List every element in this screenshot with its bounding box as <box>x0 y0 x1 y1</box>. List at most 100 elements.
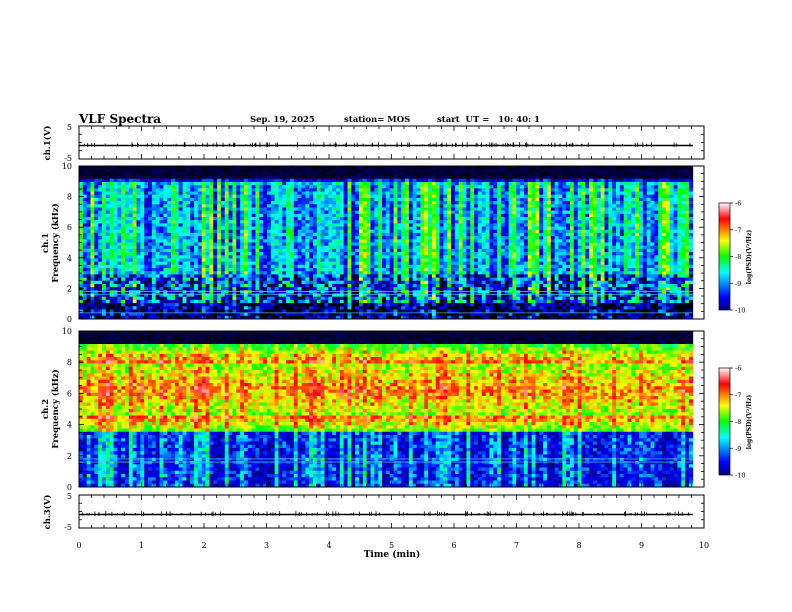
spectrogram-cell <box>178 223 183 227</box>
spectrogram-cell <box>278 204 283 208</box>
spectrogram-cell <box>393 299 398 304</box>
spectrogram-cell <box>293 239 299 243</box>
spectrogram-cell <box>355 315 360 320</box>
spectrogram-cell <box>420 213 425 218</box>
spectrogram-cell <box>343 239 348 243</box>
spectrogram-cell <box>155 315 160 320</box>
spectrogram-cell <box>301 188 306 192</box>
spectrogram-cell <box>159 299 164 304</box>
spectrogram-cell <box>408 280 414 285</box>
spectrogram-cell <box>232 188 237 192</box>
spectrogram-cell <box>374 277 379 282</box>
spectrogram-cell <box>251 264 256 269</box>
spectrogram-cell <box>385 166 391 170</box>
spectrogram-cell <box>194 271 199 275</box>
spectrogram-cell <box>366 220 371 224</box>
spectrogram-cell <box>228 232 233 237</box>
spectrogram-cell <box>247 207 253 212</box>
spectrogram-cell <box>393 213 398 218</box>
spectrogram-cell <box>213 223 218 227</box>
spectrogram-cell <box>224 242 230 247</box>
spectrogram-cell <box>374 239 379 243</box>
spectrogram-cell <box>408 201 414 205</box>
spectrogram-cell <box>159 220 164 224</box>
spectrogram-cell <box>86 264 91 269</box>
spectrogram-cell <box>186 277 191 282</box>
spectrogram-cell <box>324 207 329 212</box>
spectrogram-cell <box>393 178 398 183</box>
spectrogram-cell <box>301 236 306 240</box>
spectrogram-cell <box>86 271 91 275</box>
spectrogram-cell <box>194 312 199 317</box>
spectrogram-cell <box>328 252 333 256</box>
spectrogram-cell <box>209 178 214 183</box>
spectrogram-cell <box>336 172 341 176</box>
spectrogram-cell <box>213 213 218 218</box>
spectrogram-cell <box>328 290 333 294</box>
spectrogram-cell <box>339 188 345 192</box>
spectrogram-cell <box>240 188 245 192</box>
spectrogram-cell <box>266 306 272 310</box>
spectrogram-cell <box>370 261 375 266</box>
spectrogram-cell <box>370 239 375 243</box>
spectrogram-cell <box>167 309 172 314</box>
spectrogram-cell <box>416 293 421 298</box>
spectrogram-cell <box>136 271 141 275</box>
spectrogram-cell <box>328 299 333 304</box>
spectrogram-cell <box>224 191 230 196</box>
spectrogram-cell <box>194 268 199 272</box>
spectrogram-cell <box>105 261 111 266</box>
spectrogram-cell <box>301 194 306 199</box>
spectrogram-cell <box>125 178 130 183</box>
spectrogram-cell <box>416 309 421 314</box>
spectrogram-cell <box>121 178 126 183</box>
spectrogram-cell <box>266 232 272 237</box>
spectrogram-cell <box>454 181 460 186</box>
spectrogram-cell <box>109 280 114 285</box>
spectrogram-cell <box>132 242 137 247</box>
spectrogram-cell <box>117 271 122 275</box>
spectrogram-cell <box>113 287 118 291</box>
spectrogram-cell <box>374 312 379 317</box>
spectrogram-cell <box>274 207 279 212</box>
spectrogram-cell <box>431 296 437 301</box>
spectrogram-cell <box>228 207 233 212</box>
spectrogram-cell <box>289 242 295 247</box>
spectrogram-cell <box>228 306 233 310</box>
spectrogram-cell <box>113 280 118 285</box>
spectrogram-cell <box>297 315 302 320</box>
spectrogram-cell <box>90 309 95 314</box>
spectrogram-cell <box>247 271 253 275</box>
spectrogram-cell <box>105 172 111 176</box>
spectrogram-cell <box>98 312 103 317</box>
spectrogram-cell <box>378 226 383 231</box>
spectrogram-cell <box>240 264 245 269</box>
spectrogram-cell <box>393 194 398 199</box>
spectrogram-cell <box>451 290 456 294</box>
spectrogram-cell <box>205 239 210 243</box>
spectrogram-cell <box>274 299 279 304</box>
spectrogram-cell <box>382 315 387 320</box>
spectrogram-cell <box>94 181 99 186</box>
spectrogram-cell <box>171 248 176 253</box>
spectrogram-cell <box>94 280 99 285</box>
spectrogram-cell <box>339 178 345 183</box>
spectrogram-cell <box>113 178 118 183</box>
spectrogram-cell <box>148 303 153 307</box>
spectrogram-cell <box>297 271 302 275</box>
spectrogram-cell <box>82 188 88 192</box>
spectrogram-cell <box>412 283 417 288</box>
spectrogram-cell <box>320 236 325 240</box>
spectrogram-cell <box>293 169 299 173</box>
spectrogram-cell <box>98 188 103 192</box>
spectrogram-cell <box>174 229 180 234</box>
spectrogram-cell <box>416 299 421 304</box>
spectrogram-cell <box>125 201 130 205</box>
spectrogram-cell <box>194 188 199 192</box>
spectrogram-cell <box>416 242 421 247</box>
spectrogram-cell <box>182 271 187 275</box>
spectrogram-cell <box>428 226 433 231</box>
spectrogram-cell <box>240 242 245 247</box>
spectrogram-cell <box>336 242 341 247</box>
spectrogram-cell <box>136 207 141 212</box>
